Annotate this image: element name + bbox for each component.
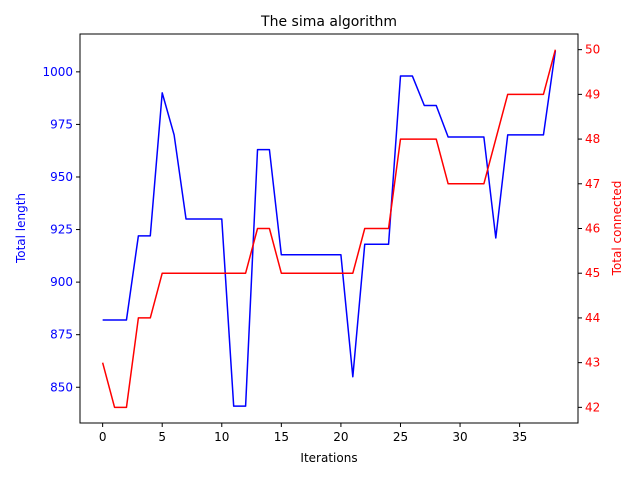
x-tick-label: 10 bbox=[214, 430, 229, 444]
x-tick-label: 20 bbox=[333, 430, 348, 444]
series-layer bbox=[101, 49, 557, 409]
x-axis-title: Iterations bbox=[300, 451, 357, 465]
series-line-total-length bbox=[102, 50, 557, 407]
left-axis-ticks: 850 875 900 925 950 975 1000 bbox=[42, 65, 80, 394]
x-tick-label: 30 bbox=[452, 430, 467, 444]
x-tick-label: 5 bbox=[158, 430, 166, 444]
right-y-tick-label: 50 bbox=[585, 43, 600, 57]
right-y-tick-label: 46 bbox=[585, 222, 600, 236]
right-axis-ticks: 42 43 44 45 46 47 48 49 50 bbox=[578, 43, 600, 414]
x-tick-label: 35 bbox=[512, 430, 527, 444]
left-y-tick-label: 900 bbox=[50, 275, 73, 289]
left-y-tick-label: 1000 bbox=[42, 65, 73, 79]
right-y-tick-label: 44 bbox=[585, 311, 600, 325]
left-y-tick-label: 850 bbox=[50, 380, 73, 394]
right-y-tick-label: 49 bbox=[585, 87, 600, 101]
x-tick-label: 15 bbox=[274, 430, 289, 444]
right-y-tick-label: 42 bbox=[585, 400, 600, 414]
left-axis-title: Total length bbox=[14, 193, 28, 264]
right-y-tick-label: 43 bbox=[585, 356, 600, 370]
left-y-tick-label: 950 bbox=[50, 170, 73, 184]
left-y-tick-label: 925 bbox=[50, 223, 73, 237]
chart-title: The sima algorithm bbox=[260, 14, 397, 30]
x-axis-ticks: 0 5 10 15 20 25 30 35 bbox=[99, 423, 527, 444]
right-y-tick-label: 48 bbox=[585, 132, 600, 146]
x-tick-label: 25 bbox=[393, 430, 408, 444]
series-line-total-connected bbox=[101, 49, 557, 409]
right-axis-title: Total connected bbox=[610, 181, 624, 277]
left-y-tick-label: 875 bbox=[50, 328, 73, 342]
x-tick-label: 0 bbox=[99, 430, 107, 444]
right-y-tick-label: 47 bbox=[585, 177, 600, 191]
right-y-tick-label: 45 bbox=[585, 266, 600, 280]
left-y-tick-label: 975 bbox=[50, 117, 73, 131]
